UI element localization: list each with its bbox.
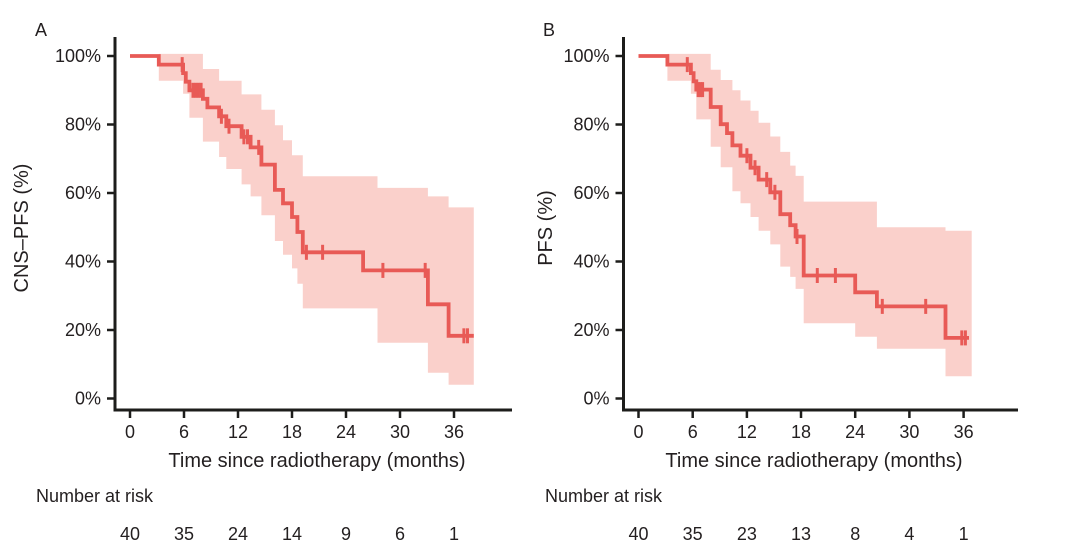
panel-b-y-axis-title: PFS (%): [535, 190, 557, 266]
survival-curve: [638, 54, 969, 340]
risk-numbers: 40 35 24 14 9 6 1: [120, 524, 459, 544]
x-tick-label: 24: [845, 422, 865, 442]
risk-count: 40: [120, 524, 140, 544]
x-tick-labels: 0 6 12 18 24 30 36: [125, 422, 464, 442]
axes: [113, 37, 512, 412]
panel-a-x-axis-title: Time since radiotherapy (months): [168, 450, 465, 472]
y-tick-labels: 0% 20% 40% 60% 80% 100%: [563, 46, 609, 409]
panel-a-letter: A: [35, 20, 47, 40]
x-tick-label: 0: [125, 422, 135, 442]
risk-count: 24: [228, 524, 248, 544]
x-tick-label: 36: [444, 422, 464, 442]
censor-ticks: [180, 57, 469, 344]
panel-a-y-axis-title: CNS–PFS (%): [11, 164, 33, 293]
risk-count: 6: [395, 524, 405, 544]
confidence-band: [667, 53, 972, 377]
risk-count: 14: [282, 524, 302, 544]
risk-count: 4: [904, 524, 914, 544]
x-tick-label: 18: [282, 422, 302, 442]
survival-curve: [130, 54, 474, 338]
y-tick-label: 60%: [573, 183, 609, 203]
y-tick-label: 100%: [563, 46, 609, 66]
risk-count: 9: [341, 524, 351, 544]
y-tick-label: 60%: [65, 183, 101, 203]
risk-numbers: 40 35 23 13 8 4 1: [628, 524, 968, 544]
risk-count: 1: [449, 524, 459, 544]
axes: [622, 37, 1018, 412]
x-tick-label: 6: [179, 422, 189, 442]
risk-count: 13: [791, 524, 811, 544]
censor-ticks: [685, 57, 967, 346]
x-tick-label: 12: [228, 422, 248, 442]
y-tick-label: 20%: [573, 320, 609, 340]
y-tick-label: 80%: [65, 115, 101, 135]
tick-marks: [615, 54, 965, 418]
risk-count: 23: [737, 524, 757, 544]
x-tick-label: 18: [791, 422, 811, 442]
y-tick-label: 40%: [65, 252, 101, 272]
risk-count: 35: [683, 524, 703, 544]
x-tick-label: 36: [954, 422, 974, 442]
x-tick-label: 0: [633, 422, 643, 442]
risk-count: 1: [959, 524, 969, 544]
y-tick-labels: 0% 20% 40% 60% 80% 100%: [55, 46, 101, 409]
panel-b-letter: B: [543, 20, 555, 40]
risk-count: 40: [628, 524, 648, 544]
y-tick-label: 80%: [573, 115, 609, 135]
x-tick-labels: 0 6 12 18 24 30 36: [633, 422, 973, 442]
x-tick-label: 30: [899, 422, 919, 442]
y-tick-label: 0%: [75, 389, 101, 409]
panel-a-risk-header: Number at risk: [36, 486, 154, 506]
y-tick-label: 100%: [55, 46, 101, 66]
panel-b-x-axis-title: Time since radiotherapy (months): [665, 450, 962, 472]
tick-marks: [107, 54, 456, 418]
risk-count: 35: [174, 524, 194, 544]
panel-a-plot: 0% 20% 40% 60% 80% 100% 0 6 12 18 24 30 36 40 35 24 14 9 6…: [55, 37, 512, 544]
y-tick-label: 40%: [573, 252, 609, 272]
y-tick-label: 20%: [65, 320, 101, 340]
panel-b-risk-header: Number at risk: [545, 486, 663, 506]
risk-count: 8: [850, 524, 860, 544]
x-tick-label: 24: [336, 422, 356, 442]
x-tick-label: 30: [390, 422, 410, 442]
y-tick-label: 0%: [583, 389, 609, 409]
x-tick-label: 6: [688, 422, 698, 442]
confidence-band: [158, 53, 474, 385]
x-tick-label: 12: [737, 422, 757, 442]
